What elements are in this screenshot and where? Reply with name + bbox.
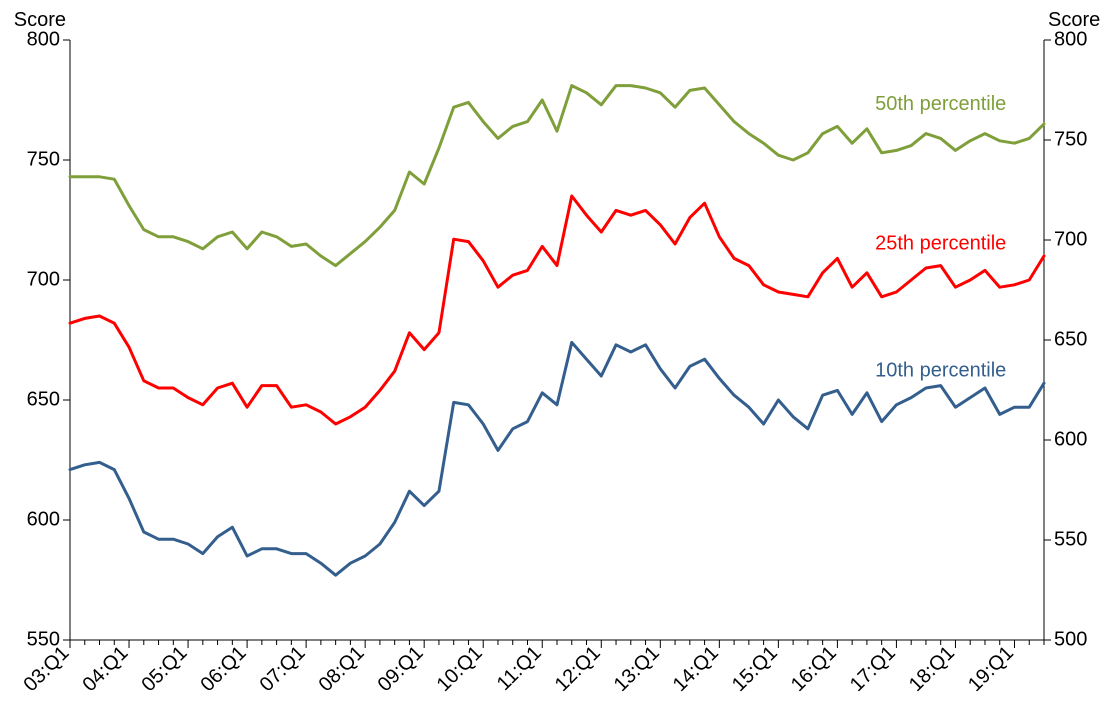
series-label: 50th percentile (875, 93, 1006, 115)
right-axis-tick-label: 550 (1054, 528, 1087, 550)
left-axis-tick-label: 750 (27, 148, 60, 170)
left-axis-tick-label: 700 (27, 268, 60, 290)
right-axis-tick-label: 600 (1054, 428, 1087, 450)
left-axis-tick-label: 800 (27, 28, 60, 50)
right-axis-tick-label: 700 (1054, 228, 1087, 250)
left-axis-tick-label: 600 (27, 508, 60, 530)
left-axis-title: Score (14, 9, 66, 31)
left-axis-tick-label: 650 (27, 388, 60, 410)
chart-container: 550600650700750800Score50055060065070075… (0, 0, 1109, 719)
right-axis-tick-label: 750 (1054, 128, 1087, 150)
right-axis-title: Score (1048, 9, 1100, 31)
right-axis-tick-label: 500 (1054, 628, 1087, 650)
right-axis-tick-label: 800 (1054, 28, 1087, 50)
series-label: 25th percentile (875, 232, 1006, 254)
line-chart: 550600650700750800Score50055060065070075… (0, 0, 1109, 719)
series-label: 10th percentile (875, 359, 1006, 381)
right-axis-tick-label: 650 (1054, 328, 1087, 350)
